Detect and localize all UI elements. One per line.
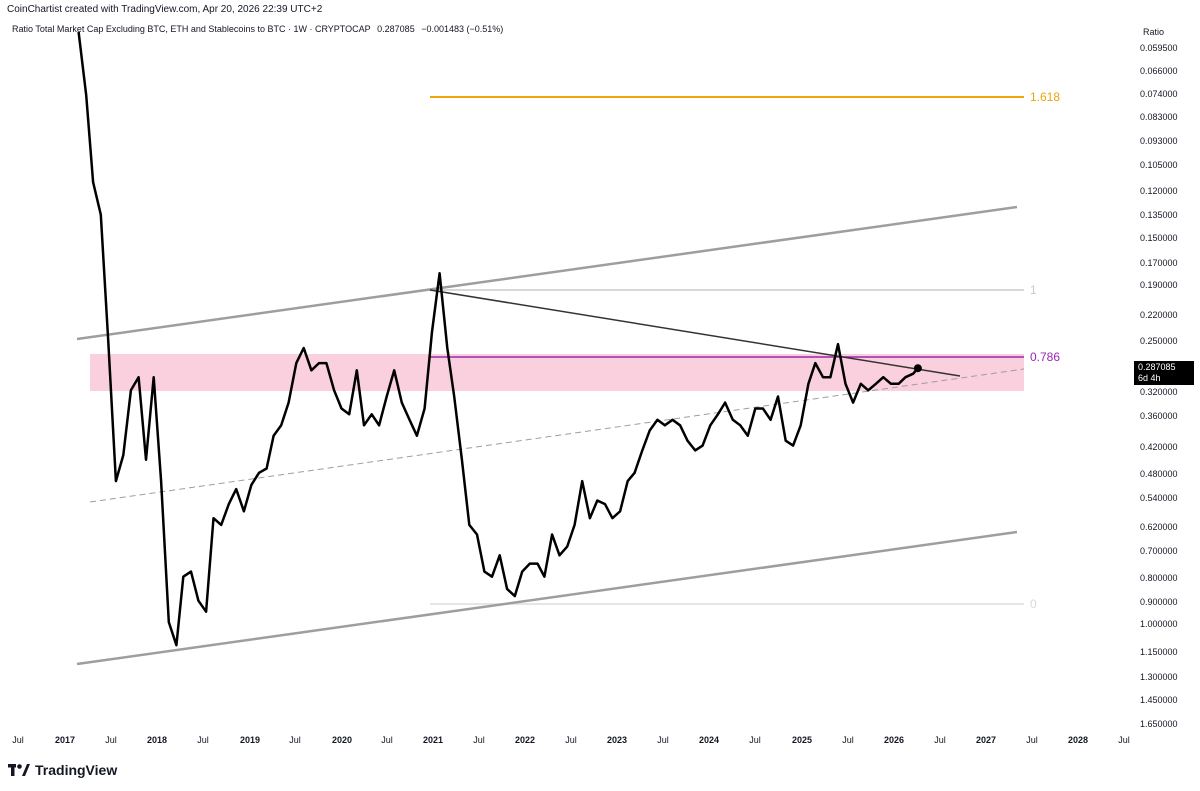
x-tick-label: 2028 [1067,735,1089,745]
x-tick-label: Jul [12,735,24,745]
symbol-title: Ratio Total Market Cap Excluding BTC, ET… [12,24,371,34]
current-price-badge: 0.287085 6d 4h [1134,361,1194,385]
y-tick-label: 0.320000 [1140,387,1178,397]
x-tick-label: Jul [749,735,761,745]
y-tick-label: 0.480000 [1140,469,1178,479]
x-tick-label: 2022 [514,735,536,745]
channel-upper-line[interactable] [76,205,1018,341]
chart-credit: CoinChartist created with TradingView.co… [7,4,323,15]
y-tick-label: 0.083000 [1140,112,1178,122]
symbol-change: −0.001483 (−0.51%) [421,24,504,34]
x-tick-label: 2018 [146,735,168,745]
y-tick-label: 0.190000 [1140,280,1178,290]
y-tick-label: 0.120000 [1140,186,1178,196]
y-tick-label: 0.135000 [1140,210,1178,220]
y-tick-label: 0.620000 [1140,522,1178,532]
y-tick-label: 0.059500 [1140,43,1178,53]
price-series-line [77,31,919,647]
current-price-value: 0.287085 [1138,362,1176,372]
tradingview-logo-text: TradingView [35,762,118,778]
x-tick-label: 2021 [422,735,444,745]
x-tick-label: Jul [105,735,117,745]
y-tick-label: 0.420000 [1140,442,1178,452]
y-tick-label: 0.170000 [1140,258,1178,268]
x-tick-label: Jul [289,735,301,745]
x-tick-label: 2023 [606,735,628,745]
channel-median-line[interactable] [89,368,1025,503]
symbol-legend[interactable]: Ratio Total Market Cap Excluding BTC, ET… [12,24,507,34]
y-tick-label: 0.540000 [1140,493,1178,503]
tradingview-logo-icon [8,764,30,776]
y-tick-label: 0.105000 [1140,160,1178,170]
fib-label-0: 0 [1030,597,1037,611]
y-tick-label: 0.700000 [1140,546,1178,556]
x-tick-label: 2024 [698,735,720,745]
y-tick-label: 0.250000 [1140,336,1178,346]
fib-label-1: 1 [1030,283,1037,297]
y-tick-label: 1.300000 [1140,672,1178,682]
x-tick-label: Jul [381,735,393,745]
y-tick-label: 0.900000 [1140,597,1178,607]
descending-trendline[interactable] [429,289,961,377]
resistance-zone [90,354,1024,391]
y-tick-label: 0.093000 [1140,136,1178,146]
x-tick-label: 2025 [791,735,813,745]
x-tick-label: Jul [197,735,209,745]
y-tick-label: 0.150000 [1140,233,1178,243]
y-tick-label: 1.000000 [1140,619,1178,629]
last-price-marker [913,364,922,373]
x-tick-label: 2019 [239,735,261,745]
y-tick-label: 0.800000 [1140,573,1178,583]
x-tick-label: 2026 [883,735,905,745]
x-tick-label: Jul [934,735,946,745]
x-tick-label: Jul [1026,735,1038,745]
x-tick-label: 2017 [54,735,76,745]
price-scale-title: Ratio [1143,27,1165,37]
bar-countdown: 6d 4h [1138,373,1161,383]
x-tick-label: Jul [565,735,577,745]
x-tick-label: Jul [842,735,854,745]
x-tick-label: 2020 [331,735,353,745]
chart-pane[interactable] [0,0,1136,735]
y-tick-label: 0.220000 [1140,310,1178,320]
symbol-price: 0.287085 [377,24,415,34]
channel-lower-line[interactable] [76,530,1018,666]
fib-label-1618: 1.618 [1030,90,1061,104]
x-tick-label: Jul [1118,735,1130,745]
y-tick-label: 1.450000 [1140,695,1178,705]
x-tick-label: 2027 [975,735,997,745]
y-tick-label: 1.150000 [1140,647,1178,657]
x-tick-label: Jul [473,735,485,745]
tradingview-logo[interactable]: TradingView [8,762,117,778]
y-tick-label: 0.360000 [1140,411,1178,421]
y-tick-label: 0.066000 [1140,66,1178,76]
x-tick-label: Jul [657,735,669,745]
fib-label-0786: 0.786 [1030,350,1061,364]
y-tick-label: 1.650000 [1140,719,1178,729]
y-tick-label: 0.074000 [1140,89,1178,99]
